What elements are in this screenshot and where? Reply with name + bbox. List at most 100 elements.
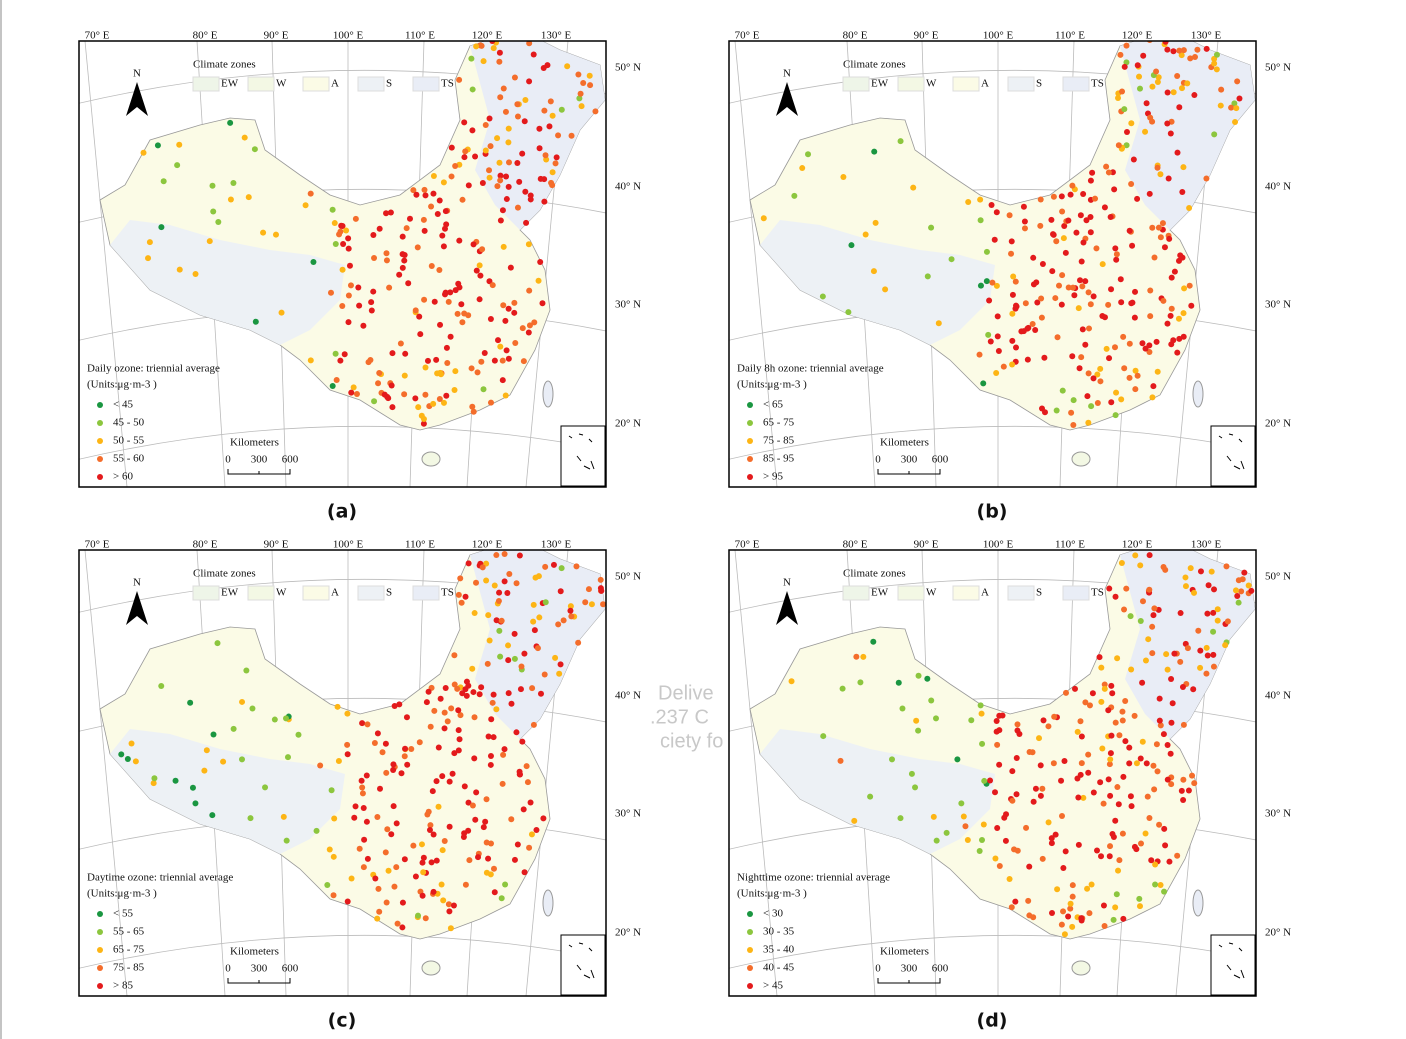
station-dot	[176, 266, 183, 273]
station-dot	[996, 727, 1003, 734]
station-dot	[145, 255, 152, 262]
station-dot	[1191, 589, 1198, 596]
latitude-label: 20° N	[615, 418, 641, 430]
station-dot	[448, 173, 455, 180]
station-dot	[552, 654, 559, 661]
station-dot	[497, 343, 504, 350]
longitude-label: 100° E	[983, 30, 1014, 42]
station-dot	[192, 800, 199, 807]
station-dot	[1174, 149, 1181, 156]
station-dot	[1089, 169, 1096, 176]
station-dot	[837, 757, 844, 764]
station-dot	[446, 778, 453, 785]
station-dot	[521, 650, 528, 657]
station-dot	[526, 322, 533, 329]
station-dot	[573, 563, 580, 570]
station-dot	[1211, 131, 1218, 138]
station-dot	[425, 688, 432, 695]
station-dot	[1107, 214, 1114, 221]
longitude-label: 80° E	[193, 30, 218, 42]
station-dot	[1129, 242, 1136, 249]
scale-tick-label: 300	[251, 454, 268, 466]
station-dot	[1048, 840, 1055, 847]
station-dot	[1110, 916, 1117, 923]
station-dot	[1146, 552, 1153, 559]
station-dot	[340, 241, 347, 248]
zone-swatch	[1007, 585, 1035, 601]
zone-swatch	[192, 76, 220, 92]
zone-label: W	[926, 587, 937, 599]
station-dot	[421, 227, 428, 234]
station-dot	[1155, 224, 1162, 231]
latitude-label: 50° N	[1265, 571, 1291, 583]
station-dot	[1058, 301, 1065, 308]
station-dot	[469, 802, 476, 809]
station-dot	[1126, 374, 1133, 381]
station-dot	[587, 82, 594, 89]
station-dot	[399, 899, 406, 906]
station-dot	[1008, 250, 1015, 257]
station-dot	[531, 319, 538, 326]
station-dot	[473, 43, 480, 50]
station-dot	[1083, 217, 1090, 224]
station-dot	[1180, 333, 1187, 340]
station-dot	[230, 180, 237, 187]
station-dot	[1050, 193, 1057, 200]
station-dot	[1030, 798, 1037, 805]
legend-label: < 45	[113, 399, 133, 411]
station-dot	[243, 667, 250, 674]
station-dot	[1123, 585, 1130, 592]
station-dot	[1143, 760, 1150, 767]
station-dot	[1148, 857, 1155, 864]
station-dot	[247, 815, 254, 822]
station-dot	[839, 685, 846, 692]
station-dot	[1101, 923, 1108, 930]
longitude-label: 70° E	[85, 30, 110, 42]
station-dot	[1069, 893, 1076, 900]
station-dot	[455, 707, 462, 714]
station-dot	[986, 297, 993, 304]
station-dot	[1146, 586, 1153, 593]
station-dot	[1139, 598, 1146, 605]
inset-islands	[568, 942, 595, 979]
station-dot	[1085, 769, 1092, 776]
station-dot	[1171, 650, 1178, 657]
station-dot	[933, 837, 940, 844]
station-dot	[1103, 163, 1110, 170]
legend-dot	[97, 983, 103, 989]
station-dot	[327, 289, 334, 296]
zone-s	[110, 729, 345, 854]
station-dot	[371, 255, 378, 262]
zone-swatch	[302, 76, 330, 92]
station-dot	[443, 392, 450, 399]
station-dot	[1058, 921, 1065, 928]
station-dot	[490, 45, 497, 52]
station-dot	[1065, 284, 1072, 291]
station-dot	[506, 570, 513, 577]
station-dot	[491, 582, 498, 589]
station-dot	[895, 679, 902, 686]
station-dot	[1060, 864, 1067, 871]
station-dot	[1099, 261, 1106, 268]
longitude-label: 130° E	[1191, 30, 1222, 42]
station-dot	[1179, 684, 1186, 691]
station-dot	[1145, 636, 1152, 643]
station-dot	[1069, 923, 1076, 930]
station-dot	[1089, 690, 1096, 697]
station-dot	[430, 190, 437, 197]
station-dot	[540, 815, 547, 822]
zone-swatch	[302, 585, 330, 601]
station-dot	[924, 675, 931, 682]
zone-label: EW	[871, 587, 889, 599]
station-dot	[339, 266, 346, 273]
zone-swatch	[357, 76, 385, 92]
station-dot	[307, 190, 314, 197]
station-dot	[1085, 325, 1092, 332]
station-dot	[480, 386, 487, 393]
station-dot	[889, 756, 896, 763]
station-dot	[430, 888, 437, 895]
station-dot	[1062, 689, 1069, 696]
station-dot	[252, 318, 259, 325]
legend-label: 75 - 85	[113, 962, 145, 974]
station-dot	[352, 803, 359, 810]
